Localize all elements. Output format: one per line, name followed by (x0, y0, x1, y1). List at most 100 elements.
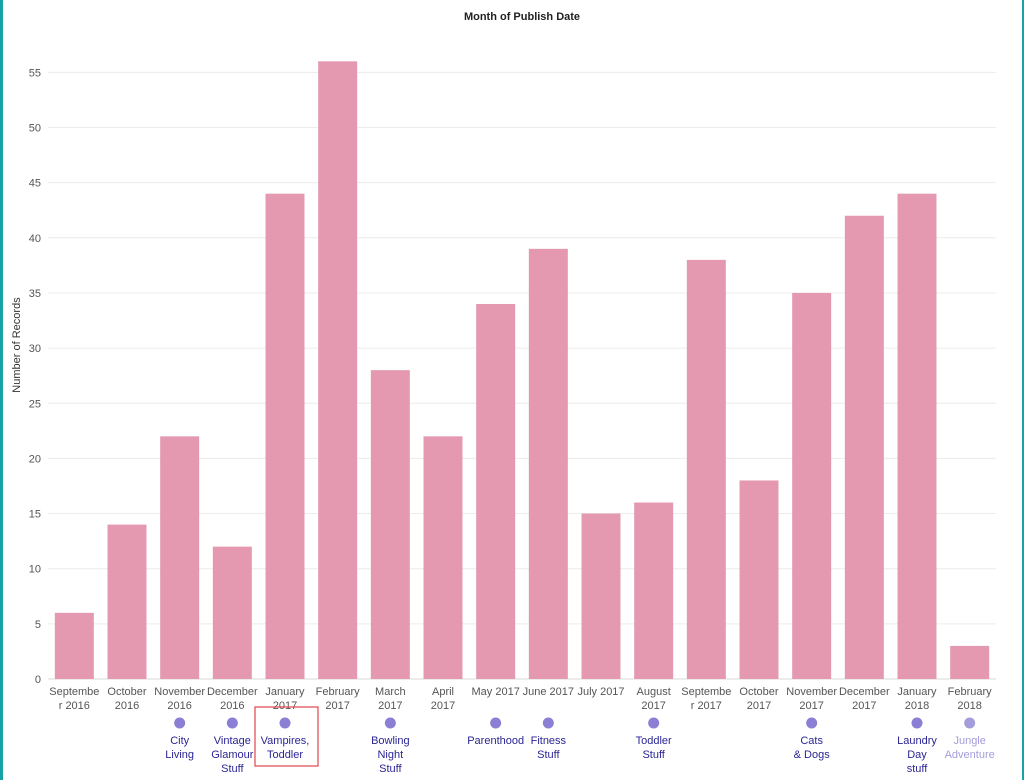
annotation-label: Glamour (211, 749, 254, 761)
x-tick-label: 2017 (799, 700, 823, 712)
x-tick-label: 2016 (167, 700, 191, 712)
annotation-dot[interactable] (226, 717, 238, 729)
x-tick-label: February (948, 686, 993, 698)
annotation-label: Parenthood (467, 735, 524, 747)
y-tick-label: 20 (29, 453, 41, 465)
annotation-label: Stuff (221, 763, 244, 775)
annotation-label: Fitness (531, 735, 567, 747)
bar[interactable] (528, 248, 568, 679)
annotation-label: Cats (800, 735, 823, 747)
x-tick-label: June 2017 (523, 686, 574, 698)
x-tick-label: February (316, 686, 361, 698)
annotation-dot[interactable] (806, 717, 818, 729)
annotation-label: Laundry (897, 735, 937, 747)
bar[interactable] (581, 513, 621, 679)
bar[interactable] (476, 303, 516, 679)
x-tick-label: 2017 (273, 700, 297, 712)
annotation-dot[interactable] (542, 717, 554, 729)
annotation-label: Stuff (379, 763, 402, 775)
x-tick-label: 2017 (641, 700, 665, 712)
x-tick-label: 2018 (905, 700, 929, 712)
annotation-label: Stuff (537, 749, 560, 761)
y-tick-label: 55 (29, 67, 41, 79)
bar[interactable] (792, 292, 832, 679)
x-tick-label: December (207, 686, 258, 698)
x-tick-label: Septembe (681, 686, 731, 698)
annotation-label: & Dogs (794, 749, 831, 761)
x-tick-label: 2016 (220, 700, 244, 712)
bar[interactable] (423, 436, 463, 679)
y-tick-label: 50 (29, 123, 41, 135)
x-tick-label: 2017 (325, 700, 349, 712)
x-tick-label: November (154, 686, 205, 698)
bar[interactable] (897, 193, 937, 679)
annotation-dot[interactable] (490, 717, 502, 729)
annotation-label: Stuff (642, 749, 665, 761)
x-tick-label: January (897, 686, 937, 698)
x-tick-label: 2017 (431, 700, 455, 712)
x-tick-label: r 2017 (691, 700, 722, 712)
chart-title: Month of Publish Date (464, 11, 580, 23)
bar[interactable] (107, 524, 147, 679)
y-tick-label: 0 (35, 674, 41, 686)
annotation-dot[interactable] (384, 717, 396, 729)
y-axis-ticks: 0 5 10 15 20 25 30 35 40 45 50 55 (29, 67, 41, 686)
y-tick-label: 30 (29, 343, 41, 355)
bar[interactable] (686, 259, 726, 679)
x-tick-label: r 2016 (59, 700, 90, 712)
annotation-dot[interactable] (648, 717, 660, 729)
x-tick-label: July 2017 (577, 686, 624, 698)
annotation-dot[interactable] (174, 717, 186, 729)
y-tick-label: 5 (35, 619, 41, 631)
annotation-dot[interactable] (279, 717, 291, 729)
bar[interactable] (950, 645, 990, 679)
annotation-label: Toddler (636, 735, 672, 747)
y-tick-label: 15 (29, 509, 41, 521)
annotation-dot[interactable] (964, 717, 976, 729)
y-axis-label: Number of Records (11, 297, 23, 393)
bar[interactable] (160, 436, 200, 679)
annotation-dot[interactable] (911, 717, 923, 729)
annotation-label: Day (907, 749, 927, 761)
bar[interactable] (212, 546, 252, 679)
annotation-label: stuff (907, 763, 929, 775)
x-tick-label: April (432, 686, 454, 698)
x-tick-label: 2018 (957, 700, 981, 712)
left-accent-border (0, 0, 3, 780)
annotation-label: Night (377, 749, 403, 761)
bar[interactable] (844, 215, 884, 680)
bar[interactable] (318, 61, 358, 679)
x-tick-label: 2017 (378, 700, 402, 712)
bar[interactable] (370, 370, 410, 679)
annotation-label: Jungle (953, 735, 985, 747)
x-tick-label: 2016 (115, 700, 139, 712)
x-tick-label: October (107, 686, 146, 698)
x-tick-label: Septembe (49, 686, 99, 698)
bar[interactable] (634, 502, 674, 679)
annotation-label: Vintage (214, 735, 251, 747)
y-tick-label: 10 (29, 564, 41, 576)
x-tick-label: May 2017 (472, 686, 520, 698)
annotation-label: City (170, 735, 189, 747)
x-tick-label: October (739, 686, 778, 698)
annotation-label: Living (165, 749, 194, 761)
bar[interactable] (54, 612, 94, 679)
annotations: City Living Vintage Glamour Stuff Vampires, To… (165, 706, 995, 775)
highlight-box (254, 706, 319, 767)
y-tick-label: 35 (29, 288, 41, 300)
bar[interactable] (739, 480, 779, 679)
annotation-label: Vampires, (261, 735, 310, 747)
x-tick-label: 2017 (852, 700, 876, 712)
annotation-label: Bowling (371, 735, 410, 747)
x-tick-label: November (786, 686, 837, 698)
annotation-label: Toddler (267, 749, 303, 761)
x-tick-label: 2017 (747, 700, 771, 712)
y-tick-label: 40 (29, 233, 41, 245)
x-tick-label: December (839, 686, 890, 698)
bar[interactable] (265, 193, 305, 679)
x-tick-label: August (637, 686, 671, 698)
x-tick-label: March (375, 686, 406, 698)
annotation-label: Adventure (945, 749, 995, 761)
